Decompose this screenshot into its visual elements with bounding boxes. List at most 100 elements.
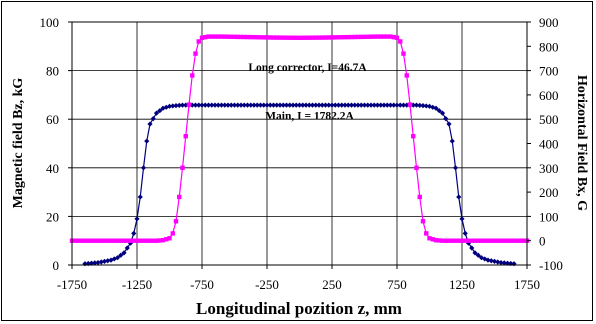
series-marker-1 xyxy=(177,194,182,200)
x-tick-label: 1750 xyxy=(514,277,540,292)
series-marker-1 xyxy=(190,73,195,78)
series-marker-0 xyxy=(504,260,511,266)
series-marker-1 xyxy=(264,35,270,40)
series-marker-1 xyxy=(443,238,448,243)
series-marker-0 xyxy=(218,102,225,108)
series-marker-1 xyxy=(375,34,380,39)
series-marker-1 xyxy=(268,35,273,40)
series-marker-0 xyxy=(378,102,384,108)
series-marker-0 xyxy=(491,258,498,264)
series-marker-0 xyxy=(436,108,442,114)
series-marker-0 xyxy=(205,102,212,108)
series-marker-0 xyxy=(244,102,251,108)
series-marker-1 xyxy=(407,102,413,107)
y-left-tick-label: 80 xyxy=(46,64,59,79)
series-marker-0 xyxy=(352,102,358,108)
series-marker-1 xyxy=(355,34,361,40)
series-marker-0 xyxy=(157,108,163,114)
series-marker-1 xyxy=(365,34,370,39)
series-marker-1 xyxy=(359,34,364,40)
series-marker-0 xyxy=(163,104,169,110)
series-marker-1 xyxy=(450,238,455,243)
series-marker-0 xyxy=(140,165,147,171)
series-marker-0 xyxy=(498,259,504,266)
series-marker-0 xyxy=(335,102,342,108)
series-marker-0 xyxy=(192,102,199,108)
series-marker-0 xyxy=(462,230,468,237)
series-marker-0 xyxy=(374,102,381,108)
series-marker-0 xyxy=(277,102,283,108)
series-marker-1 xyxy=(138,238,143,243)
series-marker-0 xyxy=(150,115,156,122)
series-marker-0 xyxy=(456,194,462,200)
series-marker-1 xyxy=(82,238,88,243)
series-marker-0 xyxy=(287,102,293,108)
series-marker-1 xyxy=(495,238,500,243)
series-marker-0 xyxy=(472,250,478,256)
y-right-tick-label: 800 xyxy=(539,39,559,54)
series-marker-1 xyxy=(134,238,140,243)
series-marker-1 xyxy=(180,165,185,170)
series-marker-0 xyxy=(196,102,202,108)
series-marker-1 xyxy=(459,238,465,243)
series-marker-0 xyxy=(303,102,309,108)
series-marker-0 xyxy=(485,257,491,263)
series-marker-1 xyxy=(212,34,218,39)
x-tick-label: -750 xyxy=(190,277,214,292)
series-marker-1 xyxy=(511,238,517,243)
x-tick-label: 1250 xyxy=(449,277,475,292)
series-marker-0 xyxy=(501,260,507,266)
series-marker-0 xyxy=(339,102,345,108)
series-marker-1 xyxy=(391,34,396,40)
series-marker-1 xyxy=(287,35,292,40)
series-marker-1 xyxy=(515,238,520,243)
series-marker-0 xyxy=(101,258,108,264)
series-marker-1 xyxy=(255,35,260,40)
series-marker-1 xyxy=(206,34,211,39)
series-marker-1 xyxy=(411,134,416,139)
series-marker-1 xyxy=(352,34,357,40)
series-marker-0 xyxy=(228,102,234,108)
series-marker-1 xyxy=(160,238,166,243)
series-marker-1 xyxy=(430,237,435,242)
series-marker-1 xyxy=(277,35,283,40)
series-marker-1 xyxy=(271,35,276,40)
series-marker-1 xyxy=(381,34,387,39)
series-marker-1 xyxy=(456,238,461,243)
series-marker-1 xyxy=(388,34,393,39)
series-marker-0 xyxy=(137,194,143,200)
series-marker-1 xyxy=(281,35,286,40)
y-right-tick-label: 500 xyxy=(539,112,559,127)
series-marker-1 xyxy=(310,35,315,40)
series-marker-1 xyxy=(209,34,214,39)
series-marker-0 xyxy=(179,102,186,108)
ticks: -1750 -1250 -750 -250 250 750 1250 1750 0 20 40 60 8… xyxy=(40,15,563,292)
series-marker-1 xyxy=(401,51,406,56)
series-marker-1 xyxy=(316,35,322,40)
series-marker-0 xyxy=(413,102,420,108)
series-marker-0 xyxy=(209,102,215,108)
series-marker-0 xyxy=(475,252,481,258)
series-marker-0 xyxy=(345,102,351,108)
series-marker-0 xyxy=(98,259,104,265)
series-marker-1 xyxy=(199,35,205,40)
series-marker-1 xyxy=(73,238,78,243)
series-marker-0 xyxy=(283,102,290,108)
series-marker-1 xyxy=(307,35,312,40)
series-marker-1 xyxy=(469,238,474,243)
series-marker-1 xyxy=(167,236,172,241)
series-marker-1 xyxy=(492,238,497,243)
series-marker-1 xyxy=(144,238,149,243)
series-marker-1 xyxy=(245,34,250,40)
series-marker-0 xyxy=(257,102,264,108)
series-marker-1 xyxy=(261,35,266,40)
series-marker-0 xyxy=(202,102,208,108)
series-marker-1 xyxy=(235,34,240,40)
series-marker-0 xyxy=(319,102,325,108)
series-marker-0 xyxy=(261,102,267,108)
series-marker-0 xyxy=(82,261,88,267)
series-marker-1 xyxy=(274,35,279,40)
series-marker-0 xyxy=(270,102,277,108)
series-marker-1 xyxy=(105,238,110,243)
series-marker-0 xyxy=(212,102,218,108)
